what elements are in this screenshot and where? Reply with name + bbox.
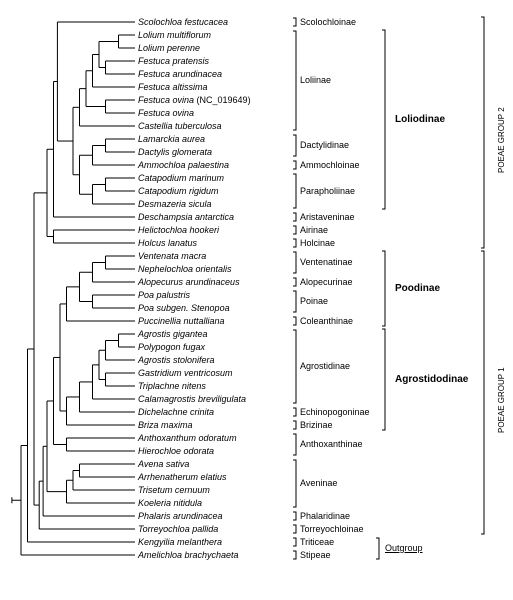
species-label: Festuca altissima (138, 82, 208, 92)
species-label: Lolium multiflorum (138, 30, 211, 40)
species-label: Phalaris arundinacea (138, 511, 223, 521)
subtribe-label: Ventenatinae (300, 257, 353, 267)
species-label: Catapodium rigidum (138, 186, 219, 196)
subtribe-label: Torreyochloinae (300, 524, 364, 534)
species-label: Alopecurus arundinaceus (138, 277, 240, 287)
species-label: Poa subgen. Stenopoa (138, 303, 230, 313)
subtribe-label: Agrostidinae (300, 361, 350, 371)
species-label: Agrostis gigantea (138, 329, 208, 339)
species-label: Torreyochloa pallida (138, 524, 218, 534)
species-label: Scolochloa festucacea (138, 17, 228, 27)
species-label: Trisetum cernuum (138, 485, 210, 495)
species-label: Poa palustris (138, 290, 190, 300)
species-label: Ventenata macra (138, 251, 206, 261)
outgroup-label: Outgroup (385, 543, 423, 553)
subtribe-label: Triticeae (300, 537, 334, 547)
species-label: Puccinellia nuttalliana (138, 316, 225, 326)
subtribe-label: Loliinae (300, 75, 331, 85)
species-label: Lolium perenne (138, 43, 200, 53)
subtribe-label: Anthoxanthinae (300, 439, 363, 449)
subtribe-label: Echinopogoninae (300, 407, 370, 417)
species-label: Briza maxima (138, 420, 193, 430)
subtribe-label: Brizinae (300, 420, 333, 430)
subtribe-label: Phalaridinae (300, 511, 350, 521)
major-group-label: POEAE GROUP 1 (497, 367, 506, 433)
species-label: Dichelachne crinita (138, 407, 214, 417)
supergroup-label: Loliodinae (395, 114, 445, 125)
species-label: Anthoxanthum odoratum (138, 433, 237, 443)
phylogenetic-tree (0, 0, 513, 600)
subtribe-label: Parapholiinae (300, 186, 355, 196)
subtribe-label: Holcinae (300, 238, 335, 248)
species-label: Avena sativa (138, 459, 189, 469)
subtribe-label: Stipeae (300, 550, 331, 560)
species-label: Desmazeria sicula (138, 199, 212, 209)
species-label: Festuca ovina (138, 108, 194, 118)
species-label: Kengyilia melanthera (138, 537, 222, 547)
species-label: Hierochloe odorata (138, 446, 214, 456)
species-label: Triplachne nitens (138, 381, 206, 391)
subtribe-label: Aristaveninae (300, 212, 355, 222)
species-label: Castellia tuberculosa (138, 121, 222, 131)
subtribe-label: Ammochloinae (300, 160, 360, 170)
supergroup-label: Agrostidodinae (395, 374, 468, 385)
subtribe-label: Poinae (300, 296, 328, 306)
species-label: Ammochloa palaestina (138, 160, 229, 170)
species-label: Dactylis glomerata (138, 147, 212, 157)
subtribe-label: Alopecurinae (300, 277, 353, 287)
species-label: Arrhenatherum elatius (138, 472, 227, 482)
species-label: Amelichloa brachychaeta (138, 550, 239, 560)
subtribe-label: Aveninae (300, 478, 337, 488)
subtribe-label: Scolochloinae (300, 17, 356, 27)
species-label: Nephelochloa orientalis (138, 264, 232, 274)
subtribe-label: Coleanthinae (300, 316, 353, 326)
species-label: Koeleria nitidula (138, 498, 202, 508)
species-label: Helictochloa hookeri (138, 225, 219, 235)
species-label: Catapodium marinum (138, 173, 224, 183)
species-label: Gastridium ventricosum (138, 368, 233, 378)
species-label: Festuca pratensis (138, 56, 209, 66)
major-group-label: POEAE GROUP 2 (497, 107, 506, 173)
species-label: Holcus lanatus (138, 238, 197, 248)
species-label: Festuca ovina (NC_019649) (138, 95, 251, 105)
species-label: Deschampsia antarctica (138, 212, 234, 222)
species-label: Festuca arundinacea (138, 69, 222, 79)
subtribe-label: Airinae (300, 225, 328, 235)
species-label: Lamarckia aurea (138, 134, 205, 144)
subtribe-label: Dactylidinae (300, 140, 349, 150)
species-label: Agrostis stolonifera (138, 355, 215, 365)
species-label: Calamagrostis breviligulata (138, 394, 246, 404)
supergroup-label: Poodinae (395, 283, 440, 294)
species-label: Polypogon fugax (138, 342, 205, 352)
